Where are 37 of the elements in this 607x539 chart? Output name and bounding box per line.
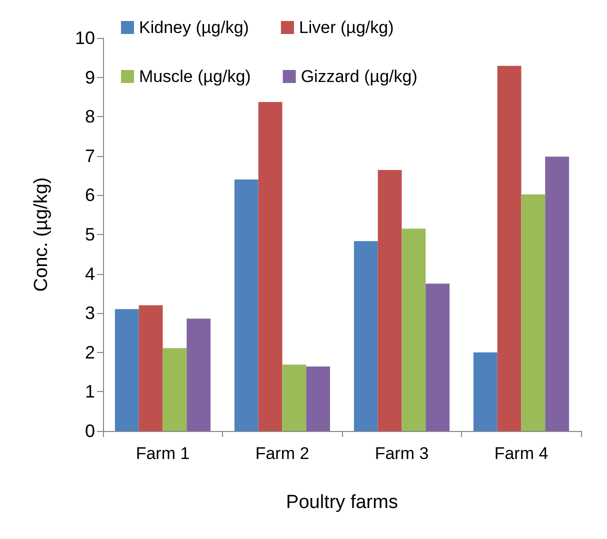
y-tick-label: 10 xyxy=(74,28,95,48)
x-tick-label: Farm 3 xyxy=(374,444,429,463)
bar xyxy=(186,318,211,431)
bar xyxy=(426,284,450,431)
x-axis-title: Poultry farms xyxy=(286,492,398,513)
legend-label: Kidney (µg/kg) xyxy=(139,18,249,37)
y-tick-label: 5 xyxy=(84,224,95,244)
bar xyxy=(521,194,546,431)
y-tick-label: 9 xyxy=(84,67,95,88)
bar xyxy=(258,102,282,431)
x-tick-label: Farm 2 xyxy=(255,444,310,463)
legend-label: Liver (µg/kg) xyxy=(298,18,394,37)
legend-label: Gizzard (µg/kg) xyxy=(300,67,418,86)
y-tick-label: 8 xyxy=(84,106,95,127)
y-tick-label: 1 xyxy=(84,382,95,402)
y-tick-label: 3 xyxy=(84,303,95,324)
bar xyxy=(114,309,139,431)
x-tick-label: Farm 1 xyxy=(136,444,190,463)
bar xyxy=(545,156,570,431)
y-tick-label: 4 xyxy=(84,264,95,284)
bar xyxy=(138,305,163,431)
bar xyxy=(282,364,306,431)
bar xyxy=(378,170,402,431)
bar xyxy=(306,366,330,431)
legend-label: Muscle (µg/kg) xyxy=(139,67,251,86)
bar xyxy=(162,348,187,431)
bar xyxy=(354,241,378,431)
bar xyxy=(402,228,426,431)
y-tick-label: 7 xyxy=(84,146,95,166)
bar xyxy=(473,352,498,431)
bar xyxy=(497,66,522,431)
y-tick-label: 6 xyxy=(84,185,95,206)
bar xyxy=(234,179,258,431)
x-tick-label: Farm 4 xyxy=(494,444,548,463)
y-axis-title: Conc. (µg/kg) xyxy=(31,177,52,292)
y-tick-label: 2 xyxy=(84,342,95,362)
y-tick-label: 0 xyxy=(84,421,95,441)
